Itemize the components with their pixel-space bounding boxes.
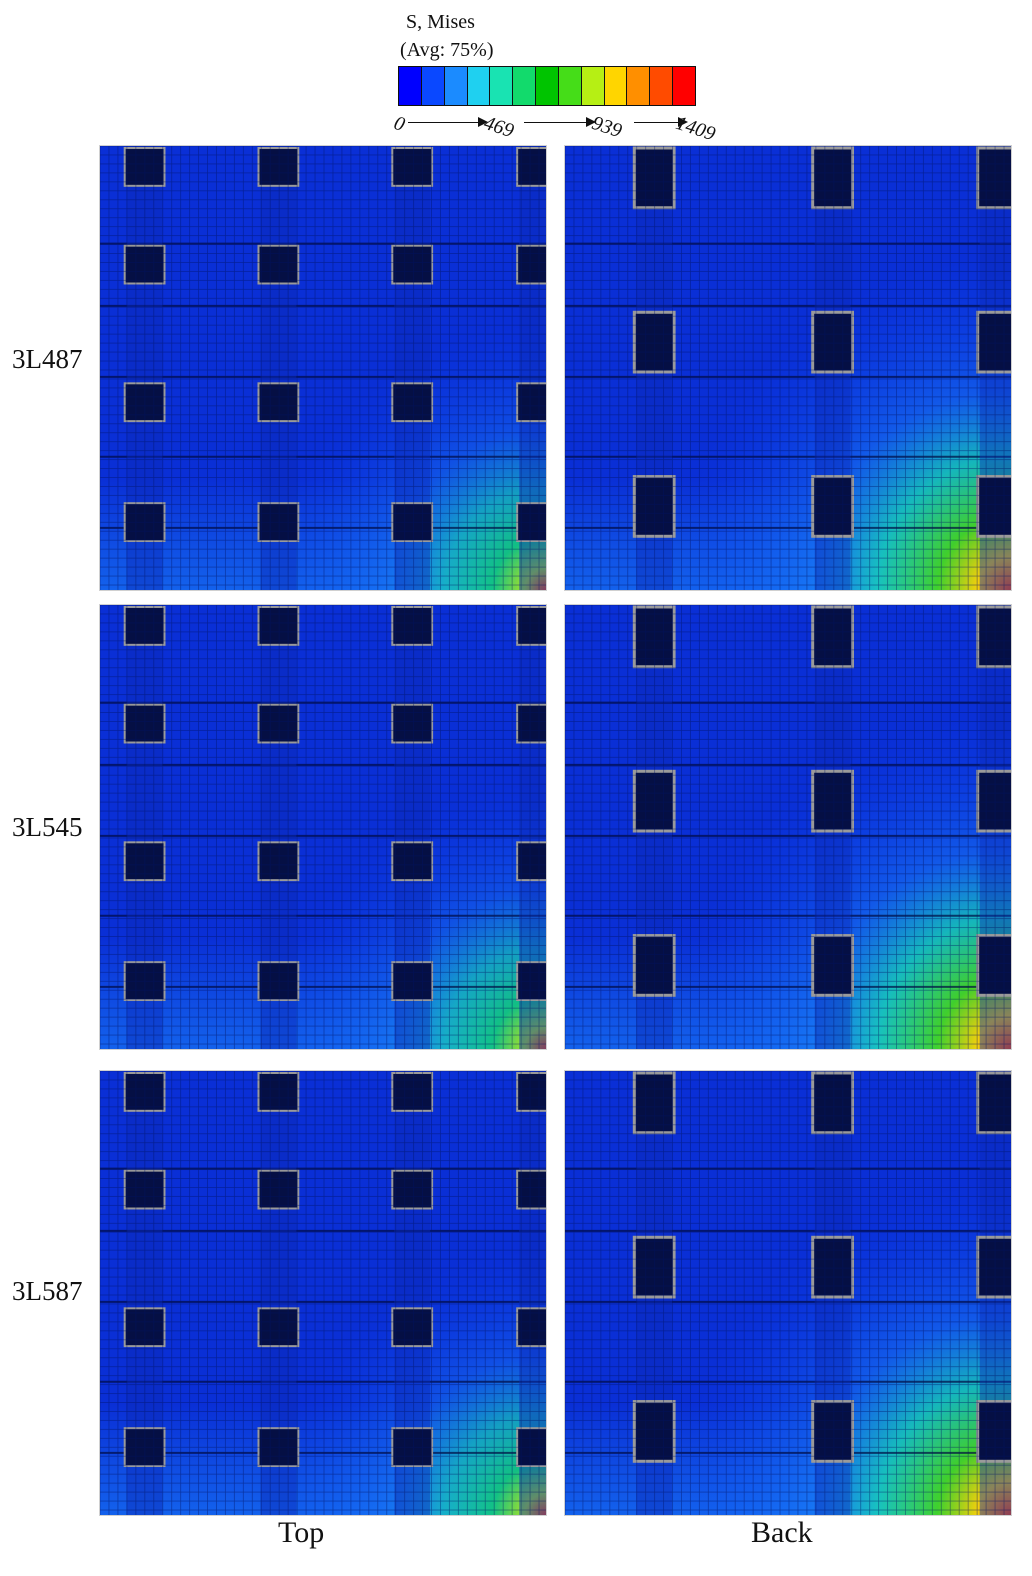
- legend-color-cell: [536, 67, 559, 105]
- legend-tick-0: 0: [391, 112, 408, 137]
- legend-tick-2: 939: [589, 112, 625, 143]
- legend-color-cell: [604, 67, 628, 105]
- legend-tick-1: 469: [481, 112, 517, 143]
- panel-3l487-top: [99, 145, 547, 591]
- legend-subtitle: (Avg: 75%): [400, 39, 494, 61]
- panel-3l545-back: [564, 604, 1012, 1050]
- legend-color-cell: [673, 67, 695, 105]
- legend-color-cell: [650, 67, 674, 105]
- panel-3l587-top: [99, 1070, 547, 1516]
- row-label-3l587: 3L587: [12, 1276, 83, 1306]
- legend-tick-3: 1409: [673, 112, 719, 146]
- panel-3l587-back: [564, 1070, 1012, 1516]
- legend-color-cell: [467, 67, 491, 105]
- stress-legend: S, Mises (Avg: 75%) 0 469 939 1409: [391, 6, 728, 145]
- column-label-back: Back: [751, 1516, 813, 1549]
- legend-arrow-2: [524, 117, 596, 127]
- panel-3l545-top: [99, 604, 547, 1050]
- legend-color-cell: [558, 67, 582, 105]
- row-label-3l545: 3L545: [12, 812, 83, 842]
- legend-color-cell: [627, 67, 651, 105]
- legend-arrow-3: [634, 117, 688, 127]
- legend-color-cell: [513, 67, 537, 105]
- legend-color-cell: [490, 67, 514, 105]
- column-label-top: Top: [278, 1516, 325, 1549]
- legend-color-cell: [399, 67, 422, 105]
- panel-3l487-back: [564, 145, 1012, 591]
- legend-color-cell: [421, 67, 445, 105]
- legend-arrow-1: [408, 117, 488, 127]
- legend-color-bar: [398, 66, 696, 106]
- legend-color-cell: [444, 67, 468, 105]
- row-label-3l487: 3L487: [12, 344, 83, 374]
- legend-color-cell: [581, 67, 605, 105]
- legend-title: S, Mises: [406, 11, 475, 33]
